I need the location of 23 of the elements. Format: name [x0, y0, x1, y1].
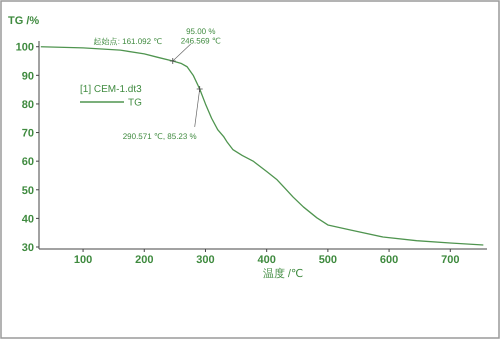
line-series: [40, 46, 484, 246]
y-tick-label: 40: [22, 213, 34, 226]
y-tick-label: 50: [22, 184, 34, 197]
legend-title: [1] CEM-1.dt3: [80, 84, 142, 95]
x-tick-label: 200: [135, 254, 154, 266]
x-tick-label: 600: [380, 254, 398, 266]
y-tick-label: 60: [22, 156, 34, 168]
x-tick-label: 400: [257, 254, 276, 266]
y-axis-title: TG /%: [8, 15, 40, 27]
y-tick-label: 90: [22, 70, 34, 82]
x-tick-label: 700: [441, 254, 460, 266]
y-tick-label: 70: [22, 128, 34, 140]
legend-label: TG: [128, 98, 142, 108]
y-tick-label: 100: [16, 42, 34, 54]
x-tick-label: 300: [196, 254, 215, 266]
y-tick-label: 30: [22, 242, 34, 254]
x-axis-title: 温度 /℃: [262, 267, 304, 280]
annotation: 290.571 ℃, 85.23 %: [122, 132, 197, 141]
annotation: 95.00 % 246.569 ℃: [180, 27, 221, 46]
x-tick-label: 500: [318, 254, 338, 266]
annotation: 起始点: 161.092 ℃: [94, 37, 162, 46]
x-tick-label: 100: [74, 254, 92, 266]
y-tick-label: 80: [22, 98, 34, 111]
